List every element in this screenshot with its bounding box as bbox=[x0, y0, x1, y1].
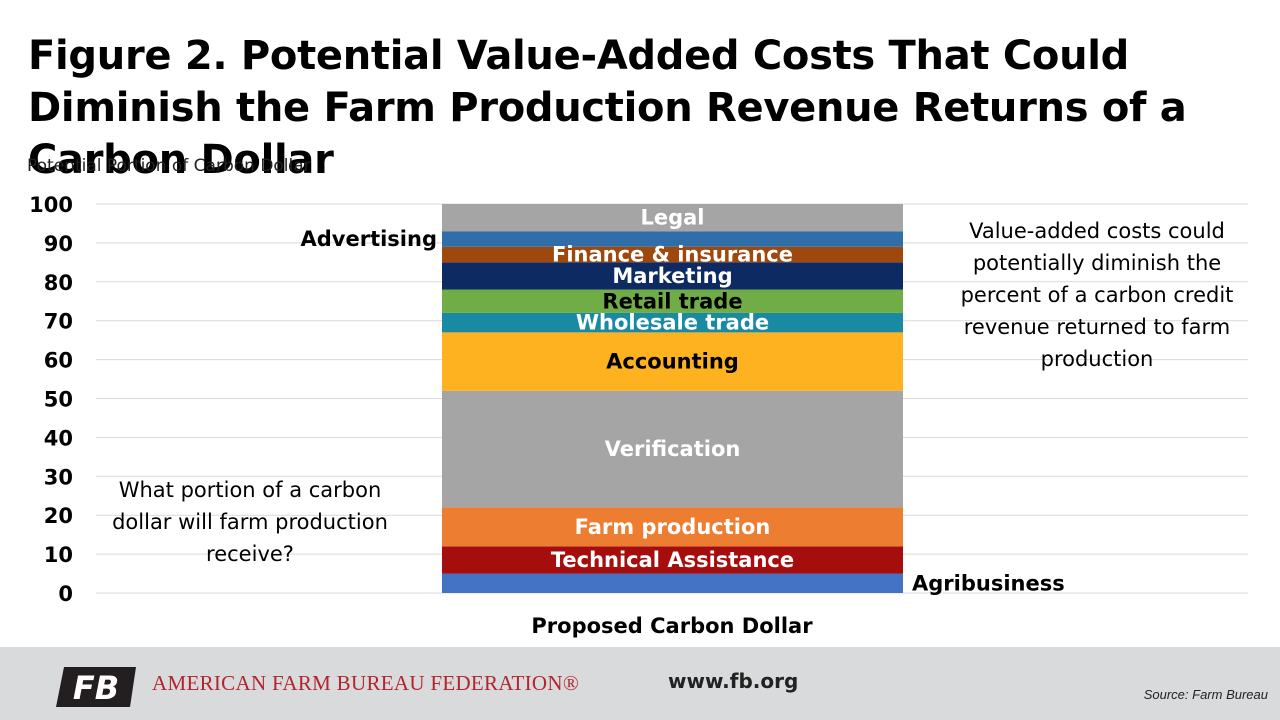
bar-segment-farm-production bbox=[442, 507, 903, 547]
segment-label-verification: Verification bbox=[605, 437, 741, 461]
annotation-right: Value-added costs could potentially dimi… bbox=[960, 219, 1234, 371]
y-tick-label: 70 bbox=[44, 310, 73, 334]
y-axis-ticks: 0 10 20 30 40 50 60 70 80 90 100 bbox=[29, 193, 73, 606]
segment-label-advertising: Advertising bbox=[301, 227, 438, 251]
segment-label-agribusiness: Agribusiness bbox=[912, 571, 1065, 595]
website-link[interactable]: www.fb.org bbox=[668, 669, 799, 693]
segment-label-technical-assistance: Technical Assistance bbox=[551, 548, 794, 572]
bar-segment-finance-insurance bbox=[442, 246, 903, 263]
annotation-left: What portion of a carbon dollar will far… bbox=[112, 478, 388, 566]
segment-label-finance-insurance: Finance & insurance bbox=[552, 243, 793, 267]
fb-logo-icon: FB bbox=[56, 667, 136, 707]
y-tick-label: 10 bbox=[44, 543, 73, 567]
y-axis-label: Potential Portion of Carbon Dollar bbox=[27, 156, 311, 176]
bar-segment-advertising bbox=[442, 231, 903, 247]
y-tick-label: 40 bbox=[44, 426, 73, 450]
y-tick-label: 100 bbox=[29, 193, 73, 217]
x-category-label: Proposed Carbon Dollar bbox=[531, 614, 813, 638]
segment-label-retail-trade: Retail trade bbox=[602, 289, 742, 313]
stacked-bar-chart: Potential Portion of Carbon Dollar 0 10 20… bbox=[27, 156, 1248, 638]
segment-label-marketing: Marketing bbox=[612, 264, 732, 288]
segment-labels: Agribusiness Technical Assistance Farm pro… bbox=[301, 206, 1065, 596]
y-tick-label: 0 bbox=[58, 582, 73, 606]
chart-title: Figure 2. Potential Value-Added Costs Th… bbox=[28, 33, 1187, 183]
bar-segment-retail-trade bbox=[442, 289, 903, 313]
source-note: Source: Farm Bureau bbox=[1143, 687, 1268, 702]
y-tick-label: 90 bbox=[44, 232, 73, 256]
bar-segment-verification bbox=[442, 390, 903, 508]
bar-segment-agribusiness bbox=[442, 573, 903, 593]
segment-label-farm-production: Farm production bbox=[575, 515, 771, 539]
y-tick-label: 50 bbox=[44, 388, 73, 412]
segment-label-legal: Legal bbox=[640, 206, 704, 230]
bar-segment-legal bbox=[442, 204, 903, 232]
y-tick-label: 30 bbox=[44, 465, 73, 489]
bar-segment-marketing bbox=[442, 262, 903, 290]
logo-text: FB bbox=[73, 669, 119, 707]
y-tick-label: 80 bbox=[44, 271, 73, 295]
segment-label-wholesale-trade: Wholesale trade bbox=[576, 311, 769, 335]
organization-name: AMERICAN FARM BUREAU FEDERATION® bbox=[152, 671, 580, 695]
bar-segment-accounting bbox=[442, 332, 903, 391]
footer: FB AMERICAN FARM BUREAU FEDERATION® www.… bbox=[0, 647, 1280, 720]
y-tick-label: 60 bbox=[44, 349, 73, 373]
bar-segment-technical-assistance bbox=[442, 546, 903, 574]
segment-label-accounting: Accounting bbox=[606, 350, 739, 374]
y-tick-label: 20 bbox=[44, 504, 73, 528]
bar-segments bbox=[442, 204, 903, 593]
bar-segment-wholesale-trade bbox=[442, 312, 903, 333]
